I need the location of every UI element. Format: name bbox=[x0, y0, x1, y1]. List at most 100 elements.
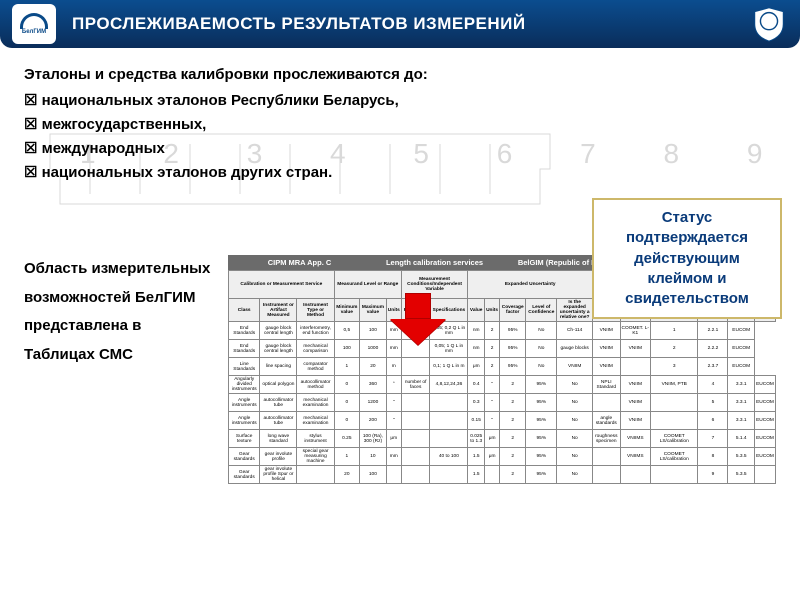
page-header: БелГИМ ПРОСЛЕЖИВАЕМОСТЬ РЕЗУЛЬТАТОВ ИЗМЕ… bbox=[0, 0, 800, 48]
table-cell: 4,8,12,24,36 bbox=[430, 376, 468, 394]
table-cell: EUCOM bbox=[755, 376, 776, 394]
table-cell: 1.5 bbox=[468, 466, 485, 484]
table-cell: EUCOM bbox=[728, 340, 755, 358]
table-row: End Standardsgauge block central lengthm… bbox=[229, 340, 776, 358]
table-cell: 10 bbox=[360, 448, 387, 466]
table-cell: mechanical examination bbox=[297, 394, 334, 412]
table-cell: 8 bbox=[698, 448, 728, 466]
table-cell: gauge block central length bbox=[260, 322, 297, 340]
table-cell: 2.2.2 bbox=[698, 340, 728, 358]
table-cell bbox=[297, 466, 334, 484]
table-cell: 3 bbox=[651, 358, 698, 376]
table-cell bbox=[485, 466, 500, 484]
table-cell: Ch-114 bbox=[557, 322, 593, 340]
table-cell: 0.3 bbox=[468, 394, 485, 412]
table-cell: 5.3.5 bbox=[728, 466, 755, 484]
group-header: Calibration or Measurement Service bbox=[229, 271, 335, 299]
table-cell: 100 bbox=[334, 340, 359, 358]
table-cell: optical polygon bbox=[260, 376, 297, 394]
table-cell: nm bbox=[468, 340, 485, 358]
table-row: Gear standardsgear involute profilespeci… bbox=[229, 448, 776, 466]
table-row: Line Standardsline spacingcomparator met… bbox=[229, 358, 776, 376]
table-cell: 20 bbox=[334, 466, 359, 484]
logo-shield-icon bbox=[750, 5, 788, 43]
table-cell: VNIIM bbox=[593, 358, 620, 376]
table-cell: " bbox=[386, 412, 401, 430]
table-cell bbox=[593, 394, 620, 412]
column-header: Class bbox=[229, 299, 260, 322]
cmc-table-body: End Standardsgauge block central lengthi… bbox=[229, 322, 776, 484]
table-cell: 360 bbox=[360, 376, 387, 394]
table-cell: 1200 bbox=[360, 394, 387, 412]
table-cell: No bbox=[557, 376, 593, 394]
table-cell: 0.25 bbox=[334, 430, 359, 448]
table-cell: autocollimator tube bbox=[260, 412, 297, 430]
table-cell: No bbox=[557, 412, 593, 430]
table-cell: angle standards bbox=[593, 412, 620, 430]
table-cell: μm bbox=[386, 430, 401, 448]
table-cell: 2.2.1 bbox=[698, 322, 728, 340]
table-cell: End Standards bbox=[229, 322, 260, 340]
table-cell: EUCOM bbox=[755, 394, 776, 412]
table-cell bbox=[401, 448, 430, 466]
column-header: Instrument or Artifact Measured bbox=[260, 299, 297, 322]
table-cell: 100 (Ra), 300 (Rz) bbox=[360, 430, 387, 448]
table-cell: 95% bbox=[526, 430, 557, 448]
table-cell: 2 bbox=[500, 412, 526, 430]
table-cell: comparator method bbox=[297, 358, 334, 376]
table-cell: Line Standards bbox=[229, 358, 260, 376]
status-box: Статус подтверждается действующим клеймо… bbox=[592, 198, 782, 319]
table-cell: μm bbox=[485, 448, 500, 466]
table-cell: 3.3.1 bbox=[728, 412, 755, 430]
page-title: ПРОСЛЕЖИВАЕМОСТЬ РЕЗУЛЬТАТОВ ИЗМЕРЕНИЙ bbox=[56, 14, 750, 34]
table-cell: 0.4 bbox=[468, 376, 485, 394]
table-cell: gear involute profile Spur or helical bbox=[260, 466, 297, 484]
table-cell: VNIIM bbox=[620, 412, 651, 430]
table-cell: Angle instruments bbox=[229, 394, 260, 412]
table-cell: mechanical examination bbox=[297, 412, 334, 430]
table-cell: 2 bbox=[485, 322, 500, 340]
column-header: Minimum value bbox=[334, 299, 359, 322]
table-cell: 0,5 bbox=[334, 322, 359, 340]
table-cell: 2 bbox=[500, 448, 526, 466]
table-cell: mm bbox=[386, 448, 401, 466]
table-cell bbox=[430, 466, 468, 484]
table-cell: " bbox=[485, 412, 500, 430]
table-cell: EUCOM bbox=[755, 430, 776, 448]
table-cell: No bbox=[526, 340, 557, 358]
table-cell bbox=[651, 394, 698, 412]
table-cell: autocollimator tube bbox=[260, 394, 297, 412]
table-cell: 100 bbox=[360, 322, 387, 340]
table-cell: 7 bbox=[698, 430, 728, 448]
table-cell: Angle instruments bbox=[229, 412, 260, 430]
table-cell: Surface texture bbox=[229, 430, 260, 448]
column-header: Instrument Type or Method bbox=[297, 299, 334, 322]
column-header: Maximum value bbox=[360, 299, 387, 322]
table-cell: gauge block central length bbox=[260, 340, 297, 358]
table-cell: 3.3.1 bbox=[728, 394, 755, 412]
table-cell: 1 bbox=[334, 358, 359, 376]
table-cell: VNIIM bbox=[593, 322, 620, 340]
table-cell: 1 bbox=[334, 448, 359, 466]
table-cell: 0.15 bbox=[468, 412, 485, 430]
bullet-item: международных bbox=[24, 137, 776, 161]
table-cell: VNIIM bbox=[557, 358, 593, 376]
table-cell: 2 bbox=[500, 466, 526, 484]
table-cell bbox=[430, 394, 468, 412]
table-cell: gauge blocks bbox=[557, 340, 593, 358]
table-cell: 2.3.7 bbox=[698, 358, 728, 376]
table-row: End Standardsgauge block central lengthi… bbox=[229, 322, 776, 340]
table-cell: " bbox=[485, 394, 500, 412]
bullet-item: национальных эталонов Республики Беларус… bbox=[24, 89, 776, 113]
table-cell bbox=[401, 394, 430, 412]
table-cell: 0.025 to 1.3 bbox=[468, 430, 485, 448]
table-cell: COOMET LS/calibration bbox=[651, 448, 698, 466]
table-cell bbox=[620, 358, 651, 376]
table-cell: interferometry, end function bbox=[297, 322, 334, 340]
table-cell: COOMET. L-K1 bbox=[620, 322, 651, 340]
top-header-cell: Length calibration services bbox=[367, 258, 502, 267]
table-row: Angularly divided instrumentsoptical pol… bbox=[229, 376, 776, 394]
table-cell: 5.3.5 bbox=[728, 448, 755, 466]
table-cell: 20 bbox=[360, 358, 387, 376]
table-cell: stylus instrument bbox=[297, 430, 334, 448]
